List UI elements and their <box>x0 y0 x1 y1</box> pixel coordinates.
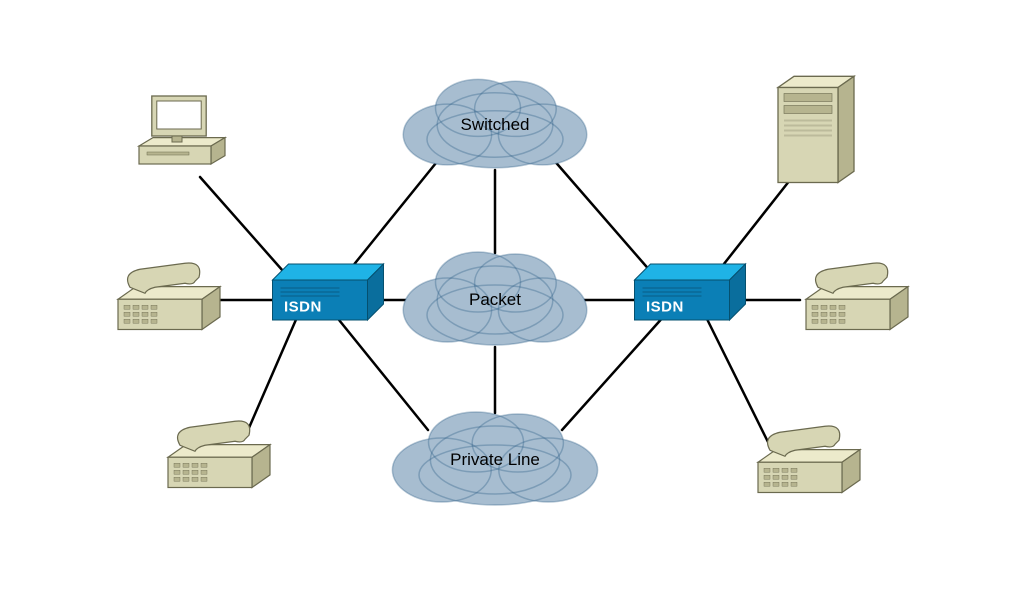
edge <box>245 315 298 437</box>
phone-icon <box>168 421 270 487</box>
computer-icon <box>139 96 225 164</box>
diagram-svg <box>0 0 1024 602</box>
cloud-cloud_mid <box>403 252 587 345</box>
isdn-box <box>273 264 384 320</box>
phone-icon <box>758 426 860 492</box>
network-diagram: SwitchedPacketPrivate LineISDNISDN <box>0 0 1024 602</box>
phone-icon <box>118 263 220 329</box>
isdn-box <box>635 264 746 320</box>
cloud-cloud_top <box>403 79 587 167</box>
phone-icon <box>806 263 908 329</box>
server-icon <box>778 76 854 182</box>
edge <box>562 315 665 430</box>
edge <box>335 315 428 430</box>
edge <box>705 315 768 442</box>
